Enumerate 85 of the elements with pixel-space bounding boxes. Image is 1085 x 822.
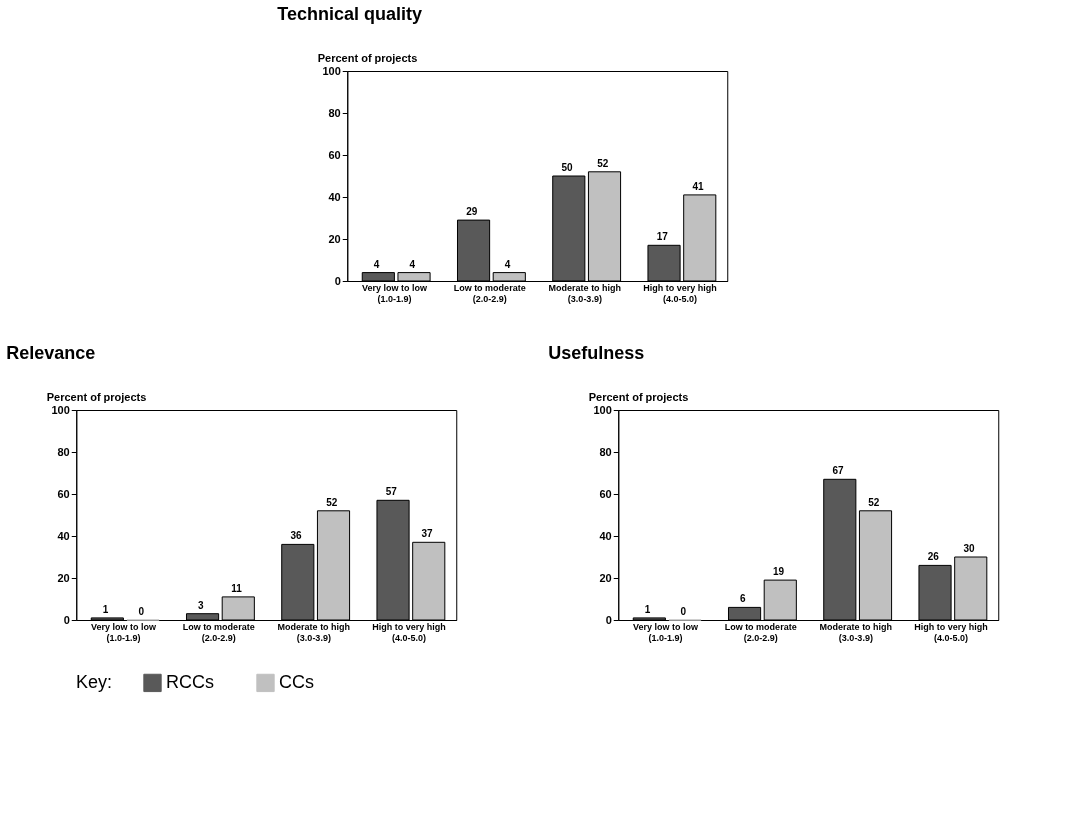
data-label: 30 xyxy=(963,543,975,554)
x-tick-label: High to very high (4.0-5.0) xyxy=(372,621,446,643)
x-tick-label: Low to moderate (2.0-2.9) xyxy=(724,621,797,643)
data-label: 11 xyxy=(231,582,243,594)
bar xyxy=(456,219,491,282)
bar xyxy=(918,564,952,621)
y-tick-label: 20 xyxy=(599,571,612,584)
legend-label: CCs xyxy=(279,671,314,692)
x-tick-label: Low to moderate (2.0-2.9) xyxy=(182,621,255,643)
bar xyxy=(412,541,446,621)
bar xyxy=(397,272,431,282)
bar xyxy=(185,613,220,621)
data-label: 19 xyxy=(772,566,785,578)
chart-title: Technical quality xyxy=(277,4,422,24)
y-tick-label: 40 xyxy=(599,529,612,542)
data-label: 3 xyxy=(197,599,204,611)
bar xyxy=(683,194,717,282)
bar xyxy=(727,606,762,621)
data-label: 17 xyxy=(656,231,669,243)
y-tick-label: 100 xyxy=(51,403,70,416)
y-tick-label: 80 xyxy=(328,106,341,119)
chart-title: Relevance xyxy=(6,343,96,363)
y-tick-label: 80 xyxy=(57,445,70,458)
y-tick-label: 80 xyxy=(599,445,612,458)
data-label: 29 xyxy=(466,206,478,218)
y-tick-label: 0 xyxy=(605,613,612,626)
data-label: 41 xyxy=(692,180,704,192)
data-label: 67 xyxy=(832,465,845,477)
legend-title: Key: xyxy=(76,672,113,692)
bar xyxy=(376,499,410,621)
bar xyxy=(763,579,797,621)
y-tick-label: 60 xyxy=(57,487,70,500)
y-tick-label: 60 xyxy=(599,487,612,500)
y-tick-label: 100 xyxy=(593,403,612,416)
bar xyxy=(492,272,526,282)
y-axis-title: Percent of projects xyxy=(588,390,689,403)
data-label: 4 xyxy=(409,258,416,270)
bar xyxy=(587,171,622,282)
data-label: 0 xyxy=(680,606,687,617)
data-label: 1 xyxy=(644,603,651,615)
bar xyxy=(552,175,586,282)
y-axis-title: Percent of projects xyxy=(317,51,418,64)
data-label: 37 xyxy=(421,528,433,540)
y-tick-label: 0 xyxy=(63,613,70,626)
bar xyxy=(316,510,351,621)
bar xyxy=(823,478,857,621)
data-label: 6 xyxy=(739,593,746,605)
data-label: 0 xyxy=(138,606,145,617)
data-label: 52 xyxy=(597,157,609,169)
data-label: 52 xyxy=(326,496,338,508)
x-tick-label: High to very high (4.0-5.0) xyxy=(643,282,717,304)
y-tick-label: 40 xyxy=(57,529,70,542)
x-tick-label: Moderate to high (3.0-3.9) xyxy=(548,282,622,304)
y-tick-label: 20 xyxy=(57,571,70,584)
y-tick-label: 40 xyxy=(328,190,341,203)
data-label: 36 xyxy=(290,530,303,542)
data-label: 26 xyxy=(927,551,940,563)
bar xyxy=(858,510,893,621)
bar xyxy=(647,244,681,282)
x-tick-label: Very low to low (1.0-1.9) xyxy=(90,621,157,643)
bar xyxy=(632,617,666,621)
data-label: 1 xyxy=(102,603,109,615)
data-label: 57 xyxy=(385,486,398,498)
bar xyxy=(221,596,255,621)
y-axis-title: Percent of projects xyxy=(46,390,147,403)
x-tick-label: Low to moderate (2.0-2.9) xyxy=(453,282,526,304)
legend-label: RCCs xyxy=(166,671,214,692)
x-tick-label: Moderate to high (3.0-3.9) xyxy=(277,621,351,643)
x-tick-label: High to very high (4.0-5.0) xyxy=(914,621,988,643)
x-tick-label: Very low to low (1.0-1.9) xyxy=(632,621,699,643)
bar xyxy=(954,556,988,621)
chart-title: Usefulness xyxy=(548,343,645,363)
bar xyxy=(361,272,395,282)
x-tick-label: Very low to low (1.0-1.9) xyxy=(361,282,428,304)
data-label: 4 xyxy=(504,258,511,270)
y-tick-label: 0 xyxy=(334,274,341,287)
y-tick-label: 20 xyxy=(328,232,341,245)
y-tick-label: 100 xyxy=(322,64,341,77)
x-tick-label: Moderate to high (3.0-3.9) xyxy=(819,621,893,643)
data-label: 52 xyxy=(868,496,880,508)
bar xyxy=(281,543,315,621)
y-tick-label: 60 xyxy=(328,148,341,161)
data-label: 4 xyxy=(373,258,380,270)
bar xyxy=(90,617,124,621)
data-label: 50 xyxy=(561,162,574,173)
